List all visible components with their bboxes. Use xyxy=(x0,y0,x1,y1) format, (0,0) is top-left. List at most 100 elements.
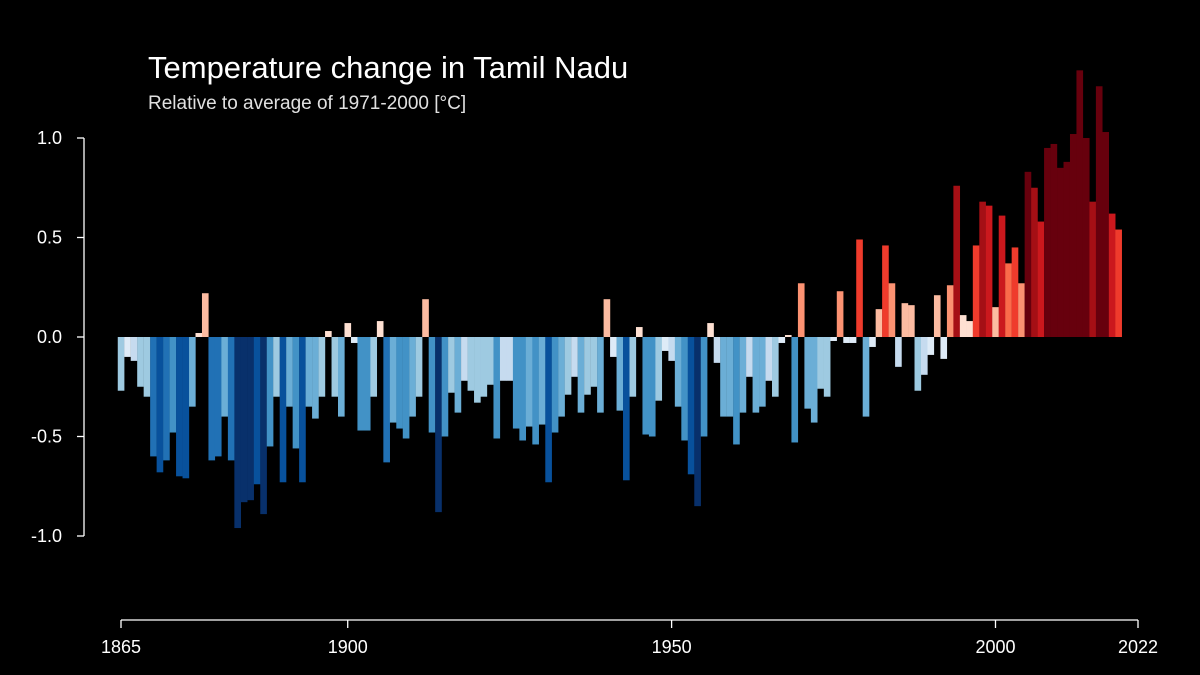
bar-1910 xyxy=(409,337,416,417)
bar-1891 xyxy=(286,337,293,407)
bar-1982 xyxy=(875,309,883,337)
bar-1895 xyxy=(312,337,319,419)
x-tick-label: 1950 xyxy=(652,637,692,657)
bar-1901 xyxy=(350,337,358,343)
bar-1911 xyxy=(415,337,423,397)
bar-2003 xyxy=(1011,247,1019,337)
bar-1981 xyxy=(869,337,876,347)
bar-1946 xyxy=(642,337,650,435)
bar-1974 xyxy=(823,337,831,397)
bar-1916 xyxy=(448,337,455,393)
bar-1952 xyxy=(681,337,688,441)
chart-subtitle: Relative to average of 1971-2000 [°C] xyxy=(148,93,467,114)
bar-1988 xyxy=(914,337,922,391)
bar-1871 xyxy=(156,337,164,473)
bar-1879 xyxy=(208,337,216,461)
bar-1900 xyxy=(344,323,352,337)
bar-1965 xyxy=(765,337,773,381)
bar-1868 xyxy=(137,337,144,387)
bar-2009 xyxy=(1050,143,1058,337)
bar-1872 xyxy=(163,337,170,461)
x-tick-label: 1865 xyxy=(101,637,141,657)
bar-1955 xyxy=(700,337,708,437)
y-tick-label: 1.0 xyxy=(37,128,62,148)
bar-1951 xyxy=(674,337,682,407)
bar-1948 xyxy=(655,337,663,401)
bar-2014 xyxy=(1082,138,1090,337)
bar-1918 xyxy=(461,337,468,381)
bar-1880 xyxy=(214,337,222,457)
bar-1942 xyxy=(616,337,624,411)
bar-1958 xyxy=(720,337,727,417)
bar-1997 xyxy=(972,245,980,337)
bar-1930 xyxy=(538,337,546,425)
bar-1999 xyxy=(985,205,993,337)
bar-1887 xyxy=(260,337,267,515)
bar-1972 xyxy=(810,337,818,423)
bar-2005 xyxy=(1024,171,1032,337)
bar-1984 xyxy=(888,283,896,337)
bar-1987 xyxy=(908,305,915,337)
bar-1970 xyxy=(797,283,805,337)
bar-1991 xyxy=(933,295,941,337)
bar-1866 xyxy=(124,337,131,357)
bar-1989 xyxy=(921,337,928,375)
y-tick-label: -1.0 xyxy=(31,526,62,546)
bar-2004 xyxy=(1018,283,1025,337)
bar-1934 xyxy=(564,337,572,395)
bar-2018 xyxy=(1108,213,1116,337)
x-axis: 1865 1900 1950 2000 2022 xyxy=(101,619,1158,657)
bar-1896 xyxy=(318,337,326,397)
bar-1877 xyxy=(195,333,203,337)
bar-1867 xyxy=(130,337,138,361)
bar-1950 xyxy=(668,337,675,361)
bar-2016 xyxy=(1095,86,1103,337)
bar-1949 xyxy=(661,337,669,351)
bar-1920 xyxy=(474,337,481,403)
bar-1912 xyxy=(422,299,429,337)
bar-1925 xyxy=(506,337,514,381)
bar-1986 xyxy=(901,303,909,337)
bar-1956 xyxy=(707,323,714,337)
bar-1940 xyxy=(603,299,611,337)
bar-1927 xyxy=(519,337,527,441)
bar-1923 xyxy=(493,337,501,439)
bar-1936 xyxy=(577,337,585,413)
y-axis: 1.0 0.5 0.0 -0.5 -1.0 xyxy=(31,128,85,546)
bar-1933 xyxy=(558,337,565,417)
bar-1884 xyxy=(240,337,248,503)
bar-2011 xyxy=(1063,161,1071,337)
bar-1944 xyxy=(629,337,637,397)
bar-1963 xyxy=(752,337,760,413)
bar-1886 xyxy=(253,337,261,485)
bar-1907 xyxy=(389,337,397,423)
bar-1874 xyxy=(176,337,183,477)
bar-1937 xyxy=(584,337,591,395)
bar-1992 xyxy=(940,337,948,359)
y-tick-label: 0.0 xyxy=(37,327,62,347)
bar-1998 xyxy=(979,201,986,337)
bar-1931 xyxy=(545,337,552,483)
bar-1915 xyxy=(441,337,449,437)
bar-1909 xyxy=(402,337,410,439)
bar-1875 xyxy=(182,337,190,479)
bar-1898 xyxy=(331,337,339,397)
bar-1921 xyxy=(480,337,488,397)
bar-1975 xyxy=(830,337,837,341)
bar-1903 xyxy=(363,337,371,431)
bar-1904 xyxy=(370,337,378,397)
bar-2008 xyxy=(1044,147,1051,337)
x-tick-label: 2022 xyxy=(1118,637,1158,657)
bar-2013 xyxy=(1076,70,1084,337)
bar-1897 xyxy=(325,331,332,337)
bar-1890 xyxy=(279,337,287,483)
y-tick-label: -0.5 xyxy=(31,427,62,447)
bar-1889 xyxy=(273,337,280,397)
bar-1959 xyxy=(726,337,734,417)
bar-1882 xyxy=(227,337,235,461)
bar-1924 xyxy=(499,337,507,381)
bar-1893 xyxy=(299,337,306,483)
bar-1928 xyxy=(525,337,533,427)
bar-2010 xyxy=(1057,167,1064,337)
bar-1996 xyxy=(966,321,973,337)
